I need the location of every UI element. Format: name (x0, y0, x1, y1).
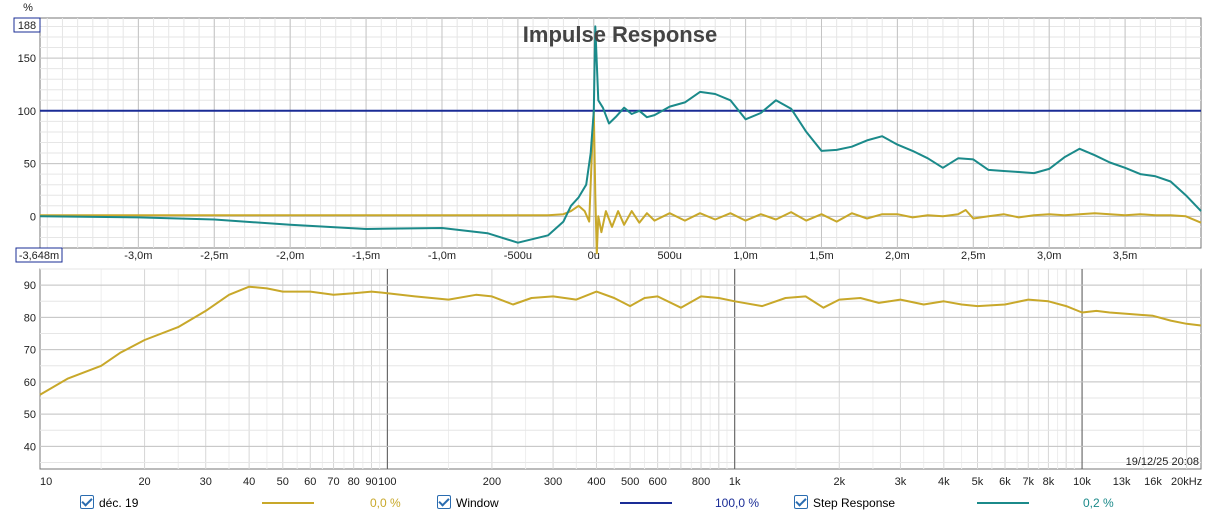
legend-swatch-dec19 (262, 502, 314, 504)
legend-value-window: 100,0 % (715, 496, 760, 510)
bottom-x-tick-label: 7k (1022, 476, 1034, 488)
bottom-x-tick-label: 30 (200, 476, 212, 488)
top-y-tick-label: 100 (18, 106, 36, 118)
top-plot-frame (39, 17, 1202, 249)
bottom-x-tick-label: 200 (483, 476, 501, 488)
bottom-y-tick-label: 80 (24, 312, 36, 324)
bottom-x-tick-label: 80 (348, 476, 360, 488)
bottom-x-tick-label: 3k (895, 476, 907, 488)
step-response-line (39, 25, 1202, 244)
bottom-x-tick-label: 13k (1113, 476, 1131, 488)
bottom-y-tick-label: 70 (24, 345, 36, 357)
top-plot-series (39, 25, 1202, 255)
top-y-tick-label: 50 (24, 159, 36, 171)
bottom-x-tick-label: 800 (692, 476, 710, 488)
bottom-x-tick-label: 90 (365, 476, 377, 488)
bottom-y-tick-label: 40 (24, 441, 36, 453)
bottom-x-tick-label: 100 (378, 476, 396, 488)
dec19-impulse-line (40, 109, 1202, 255)
bottom-plot-grid: 10 20 30 40 50 60 70 80 90 100 200 300 400 500 600 800 1… (24, 268, 1202, 488)
top-x-tick-label: 1,5m (809, 250, 833, 262)
bottom-x-tick-label: 10k (1073, 476, 1091, 488)
legend-swatch-window (620, 502, 672, 504)
top-x-tick-label: -2,0m (276, 250, 304, 262)
legend-value-step-response: 0,2 % (1083, 496, 1114, 510)
bottom-x-tick-label: 20 (138, 476, 150, 488)
bottom-x-tick-label: 600 (648, 476, 666, 488)
bottom-plot-frame (39, 268, 1202, 470)
chart-title: Impulse Response (523, 22, 717, 47)
legend-checkbox-window[interactable] (437, 495, 451, 509)
bottom-y-tick-label: 90 (24, 280, 36, 292)
top-x-tick-label: 500u (657, 250, 681, 262)
legend-label-dec19: déc. 19 (99, 496, 139, 510)
legend-label-step-response: Step Response (813, 496, 896, 510)
bottom-x-tick-label: 2k (833, 476, 845, 488)
legend-value-dec19: 0,0 % (370, 496, 401, 510)
bottom-x-tick-label: 50 (277, 476, 289, 488)
y-top-box[interactable] (13, 17, 41, 33)
top-x-tick-label: -500u (504, 250, 532, 262)
top-plot-grid: -3,0m -2,5m -2,0m -1,5m -1,0m -500u 0u 500u 1,0m… (18, 17, 1202, 262)
top-x-tick-label: 1,0m (733, 250, 757, 262)
top-y-tick-label: 0 (30, 211, 36, 223)
legend-checkbox-dec19[interactable] (80, 495, 94, 509)
bottom-x-tick-label: 300 (544, 476, 562, 488)
bottom-x-tick-label: 500 (621, 476, 639, 488)
legend-label-window: Window (456, 496, 499, 510)
bottom-x-tick-label: 70 (327, 476, 339, 488)
x-left-value: -3,648m (19, 250, 59, 262)
y-unit-label: % (23, 2, 33, 14)
top-x-tick-label: -3,0m (124, 250, 152, 262)
top-x-tick-label: -1,5m (352, 250, 380, 262)
top-x-tick-label: 3,0m (1037, 250, 1061, 262)
legend-bar: déc. 19 0,0 % Window 100,0 % Step Respon… (0, 494, 1221, 514)
bottom-x-tick-label: 8k (1043, 476, 1055, 488)
timestamp: 19/12/25 20:08 (1126, 456, 1199, 468)
legend-checkbox-step-response[interactable] (794, 495, 808, 509)
bottom-y-tick-label: 50 (24, 409, 36, 421)
bottom-x-tick-label: 20kHz (1171, 476, 1202, 488)
bottom-x-tick-label: 16k (1144, 476, 1162, 488)
top-x-tick-label: -2,5m (200, 250, 228, 262)
top-x-tick-label: 3,5m (1113, 250, 1137, 262)
top-x-tick-label: 0u (588, 250, 600, 262)
y-top-value: 188 (18, 20, 36, 32)
bottom-x-tick-label: 40 (243, 476, 255, 488)
bottom-x-tick-label: 10 (40, 476, 52, 488)
bottom-x-tick-label: 6k (999, 476, 1011, 488)
top-x-tick-label: -1,0m (428, 250, 456, 262)
bottom-x-tick-label: 1k (729, 476, 741, 488)
bottom-x-tick-label: 5k (972, 476, 984, 488)
bottom-x-tick-label: 4k (938, 476, 950, 488)
dec19-frequency-line (39, 285, 1202, 396)
bottom-x-tick-label: 60 (304, 476, 316, 488)
impulse-response-chart: -3,0m -2,5m -2,0m -1,5m -1,0m -500u 0u 500u 1,0m… (13, 2, 1202, 488)
bottom-plot-series (39, 285, 1202, 396)
bottom-y-tick-label: 60 (24, 377, 36, 389)
top-x-tick-label: 2,5m (961, 250, 985, 262)
top-y-tick-label: 150 (18, 53, 36, 65)
x-left-box[interactable] (15, 247, 63, 263)
top-x-tick-label: 2,0m (885, 250, 909, 262)
bottom-x-tick-label: 400 (587, 476, 605, 488)
legend-swatch-step-response (977, 502, 1029, 504)
